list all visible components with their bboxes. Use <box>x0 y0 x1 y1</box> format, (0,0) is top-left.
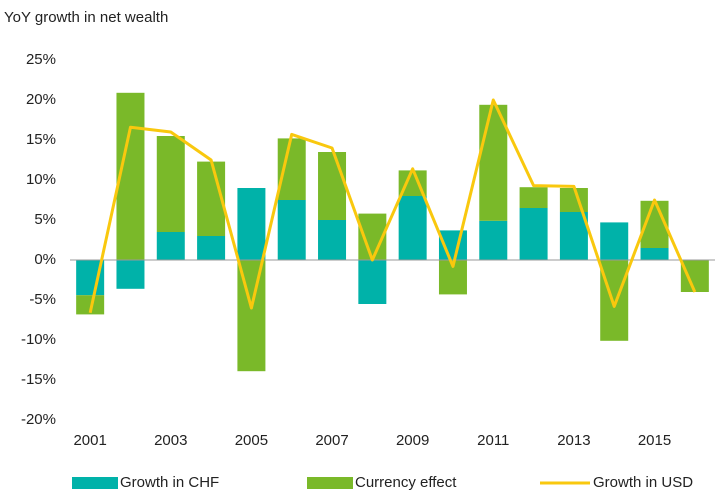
y-tick-label: 25% <box>26 51 56 68</box>
bar <box>398 196 427 260</box>
y-tick-label: 5% <box>34 211 56 228</box>
y-tick-label: -15% <box>21 371 56 388</box>
x-tick-label: 2013 <box>557 432 590 449</box>
bar <box>197 236 226 260</box>
legend-label: Growth in CHF <box>120 474 219 491</box>
bar <box>358 260 387 304</box>
legend-swatch <box>72 477 118 489</box>
bar <box>318 152 347 220</box>
bar <box>277 200 306 260</box>
chart-title: YoY growth in net wealth <box>4 9 168 26</box>
bar <box>559 212 588 260</box>
legend-label: Growth in USD <box>593 474 693 491</box>
bar <box>237 188 266 260</box>
x-tick-label: 2003 <box>154 432 187 449</box>
bar <box>600 222 629 260</box>
x-tick-label: 2011 <box>477 432 509 449</box>
legend-swatch <box>307 477 353 489</box>
legend-label: Currency effect <box>355 474 457 491</box>
y-tick-label: -10% <box>21 331 56 348</box>
x-tick-label: 2015 <box>638 432 671 449</box>
y-tick-label: 10% <box>26 171 56 188</box>
bar <box>519 187 548 208</box>
x-tick-label: 2007 <box>315 432 348 449</box>
bar <box>318 220 347 260</box>
y-tick-label: 0% <box>34 251 56 268</box>
x-tick-label: 2009 <box>396 432 429 449</box>
bar <box>640 248 669 260</box>
bar <box>479 220 508 260</box>
bar <box>519 208 548 260</box>
bar <box>559 188 588 212</box>
bar <box>479 104 508 221</box>
bar <box>116 260 145 289</box>
y-tick-label: 20% <box>26 91 56 108</box>
bar <box>76 295 105 315</box>
x-tick-label: 2001 <box>73 432 106 449</box>
line <box>88 98 697 314</box>
bar <box>277 138 306 200</box>
bar <box>156 136 185 232</box>
bar <box>156 232 185 260</box>
bar <box>600 260 629 341</box>
bar <box>680 260 709 292</box>
y-tick-label: -20% <box>21 411 56 428</box>
y-tick-label: 15% <box>26 131 56 148</box>
y-tick-label: -5% <box>29 291 56 308</box>
x-tick-label: 2005 <box>235 432 268 449</box>
